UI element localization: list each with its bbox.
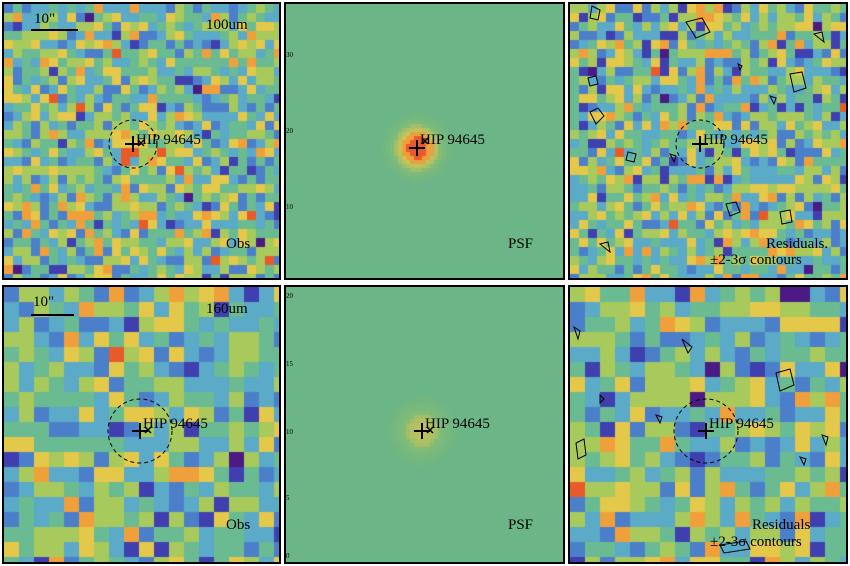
obs-100um-overlay <box>31 29 158 169</box>
source-aperture <box>673 398 739 464</box>
star-marker <box>137 139 145 147</box>
panel-caption: PSF <box>508 236 534 252</box>
psf-160um-panel: 20 15 10 5 0 HIP 94645 PSF <box>284 285 565 564</box>
obs-160um-overlay <box>31 314 173 464</box>
panel-caption-line2: ±2-3σ contours <box>710 534 802 550</box>
obs-160um-image <box>4 287 279 562</box>
source-marker <box>698 423 714 439</box>
residuals-100um-image <box>570 4 846 278</box>
star-marker <box>144 426 152 434</box>
source-label: HIP 94645 <box>709 416 774 432</box>
psf-100um-overlay <box>409 137 429 156</box>
axis-tick: 5 <box>286 494 290 502</box>
source-marker <box>414 423 430 439</box>
panel-caption-line1: Residuals <box>752 517 811 533</box>
source-marker <box>132 423 148 439</box>
axis-tick: 10 <box>286 203 293 211</box>
source-aperture <box>107 398 173 464</box>
panel-caption-line2: ±2-3σ contours <box>710 252 802 268</box>
residual-contours <box>573 325 829 554</box>
axis-tick: 15 <box>286 360 293 368</box>
source-marker <box>409 140 425 156</box>
band-label: 100um <box>206 17 248 33</box>
axis-tick: 20 <box>286 292 293 300</box>
axis-tick: 20 <box>286 127 293 135</box>
axis-tick: 10 <box>286 428 293 436</box>
obs-100um-image <box>4 4 279 278</box>
residuals-100um-panel: HIP 94645 Residuals. ±2-3σ contours <box>568 2 848 280</box>
psf-100um-panel: 30 20 10 HIP 94645 PSF <box>284 2 565 280</box>
obs-160um-panel: 10" 160um HIP 94645 Obs <box>2 285 281 564</box>
source-label: HIP 94645 <box>425 416 490 432</box>
psf-160um-overlay <box>414 423 434 439</box>
star-marker <box>426 426 434 434</box>
source-label: HIP 94645 <box>420 132 485 148</box>
source-label: HIP 94645 <box>136 132 201 148</box>
source-aperture <box>108 119 158 169</box>
residual-contours <box>587 5 825 254</box>
source-marker <box>125 136 141 152</box>
residuals-100um-overlay <box>587 5 825 254</box>
star-marker <box>421 137 429 145</box>
source-label: HIP 94645 <box>703 132 768 148</box>
band-label: 160um <box>206 301 248 317</box>
scalebar-label: 10" <box>33 294 55 310</box>
scalebar-label: 10" <box>34 11 56 27</box>
axis-tick: 0 <box>286 552 290 560</box>
obs-100um-panel: 10" 100um HIP 94645 Obs <box>2 2 281 280</box>
source-aperture <box>675 119 725 169</box>
panel-caption: Obs <box>226 236 251 252</box>
residuals-160um-overlay <box>573 325 829 554</box>
panel-caption: Obs <box>226 517 251 533</box>
source-label: HIP 94645 <box>143 416 208 432</box>
axis-tick: 30 <box>286 51 293 59</box>
residuals-160um-panel: HIP 94645 Residuals ±2-3σ contours <box>568 285 848 564</box>
panel-caption: PSF <box>508 517 534 533</box>
psf-160um-image <box>286 287 563 562</box>
source-marker <box>692 136 708 152</box>
panel-caption-line1: Residuals. <box>766 236 829 252</box>
residuals-160um-image <box>570 287 846 562</box>
